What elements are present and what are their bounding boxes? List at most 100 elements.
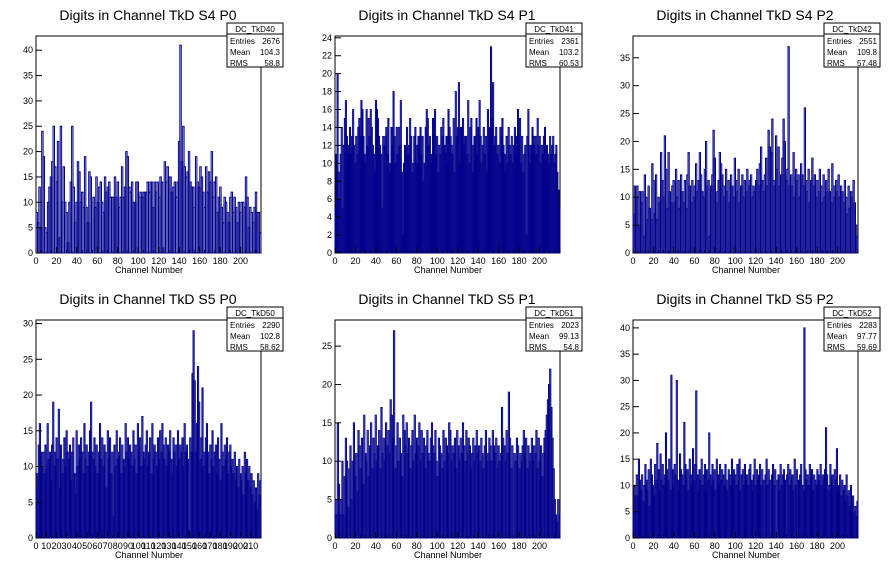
stats-box: DC_TkD41 Entries 2361 Mean 103.2 RMS 60.53 — [525, 22, 583, 68]
stats-box-frame — [226, 22, 284, 68]
x-tick-label: 60 — [689, 541, 699, 551]
x-axis-label: Channel Number — [414, 550, 482, 560]
x-tick-label: 0 — [630, 256, 635, 266]
histogram-bin — [201, 387, 204, 539]
histogram-panel-0: Digits in Channel TkD S4 P00 20 40 60 80 100 1… — [23, 7, 284, 275]
y-tick-label: 24 — [322, 33, 332, 43]
y-tick-label: 25 — [620, 402, 630, 412]
y-tick-label: 25 — [620, 109, 630, 119]
stats-label: Entries — [529, 321, 554, 330]
stats-box: DC_TkD50 Entries 2290 Mean 102.8 RMS 58.62 — [226, 306, 284, 352]
histogram-bin — [57, 408, 60, 539]
y-tick-label: 5 — [327, 495, 332, 505]
x-axis-label: Channel Number — [712, 550, 780, 560]
x-tick-label: 60 — [391, 541, 401, 551]
x-tick-label: 120 — [151, 541, 166, 551]
x-tick-label: 0 — [332, 256, 337, 266]
x-tick-label: 20 — [648, 256, 658, 266]
x-tick-label: 140 — [471, 541, 486, 551]
x-tick-label: 180 — [213, 256, 228, 266]
stats-label: RMS — [230, 343, 248, 352]
stats-label: Entries — [827, 321, 852, 330]
stats-box: DC_TkD40 Entries 2676 Mean 104.3 RMS 58.8 — [226, 22, 284, 68]
histogram-bin — [72, 186, 75, 254]
x-tick-label: 210 — [243, 541, 258, 551]
y-tick-label: 10 — [23, 462, 33, 472]
histogram-bars — [35, 330, 262, 539]
x-tick-label: 20 — [350, 541, 360, 551]
x-tick-label: 160 — [789, 541, 804, 551]
x-tick-label: 100 — [728, 256, 743, 266]
x-tick-label: 180 — [512, 541, 527, 551]
x-tick-label: 120 — [748, 256, 763, 266]
histogram-bars — [632, 327, 859, 539]
stats-value: 2290 — [262, 321, 280, 330]
x-tick-label: 170 — [202, 541, 217, 551]
y-tick-label: 35 — [620, 349, 630, 359]
stats-box-frame — [525, 22, 583, 68]
y-tick-label: 0 — [327, 248, 332, 258]
histogram-bin — [558, 207, 561, 254]
stats-value: 109.8 — [857, 48, 878, 57]
x-tick-label: 60 — [92, 541, 102, 551]
stats-name: DC_TkD51 — [534, 309, 574, 318]
stats-box-frame — [823, 306, 881, 352]
y-tick-label: 2 — [327, 230, 332, 240]
panel-title: Digits in Channel TkD S4 P1 — [358, 7, 535, 23]
stats-box-frame — [226, 306, 284, 352]
x-tick-label: 80 — [710, 256, 720, 266]
x-axis-label: Channel Number — [414, 265, 482, 275]
x-tick-label: 10 — [41, 541, 51, 551]
stats-value: 60.53 — [559, 59, 580, 68]
stats-label: Mean — [827, 48, 847, 57]
stats-label: Mean — [230, 48, 250, 57]
stats-box: DC_TkD42 Entries 2551 Mean 109.8 RMS 57.48 — [823, 22, 881, 68]
y-tick-label: 0 — [327, 533, 332, 543]
histogram-bin — [42, 156, 46, 254]
y-tick-label: 20 — [23, 147, 33, 157]
histogram-bin — [246, 196, 249, 254]
stats-value: 54.8 — [563, 343, 579, 352]
histogram-bars — [334, 46, 561, 254]
stats-value: 2676 — [262, 37, 280, 46]
stats-value: 59.69 — [857, 343, 878, 352]
histogram-panel-4: Digits in Channel TkD S5 P10 20 40 60 80 100 1… — [322, 291, 583, 560]
x-tick-label: 160 — [192, 541, 207, 551]
stats-label: RMS — [827, 59, 845, 68]
y-tick-label: 40 — [23, 45, 33, 55]
x-tick-label: 80 — [113, 541, 123, 551]
histogram-bin — [83, 156, 87, 254]
y-tick-label: 16 — [322, 105, 332, 115]
y-tick-label: 0 — [28, 248, 33, 258]
stats-name: DC_TkD40 — [235, 25, 275, 34]
x-tick-label: 20 — [350, 256, 360, 266]
y-tick-label: 14 — [322, 122, 332, 132]
y-tick-label: 20 — [620, 136, 630, 146]
histogram-bin — [670, 374, 673, 539]
stats-value: 2023 — [561, 321, 579, 330]
histogram-panel-5: Digits in Channel TkD S5 P20 20 40 60 80 100 1… — [620, 291, 881, 560]
histogram-bars — [334, 330, 561, 539]
y-tick-label: 5 — [28, 223, 33, 233]
histogram-bars — [632, 46, 859, 254]
x-tick-label: 60 — [689, 256, 699, 266]
histogram-bin — [56, 140, 60, 254]
y-tick-label: 20 — [322, 379, 332, 389]
x-tick-label: 0 — [33, 256, 38, 266]
panel-title: Digits in Channel TkD S5 P2 — [656, 291, 833, 307]
x-tick-label: 200 — [532, 541, 547, 551]
histogram-panel-2: Digits in Channel TkD S4 P20 20 40 60 80 100 1… — [620, 7, 881, 275]
histogram-bin — [774, 469, 777, 539]
stats-value: 58.8 — [264, 59, 280, 68]
x-tick-label: 140 — [172, 256, 187, 266]
x-tick-label: 200 — [233, 256, 248, 266]
histogram-bin — [511, 445, 514, 539]
stats-label: Entries — [827, 37, 852, 46]
y-tick-label: 0 — [28, 533, 33, 543]
x-tick-label: 70 — [103, 541, 113, 551]
histogram-bin — [707, 179, 710, 254]
histogram-bin — [783, 479, 787, 539]
histogram-bin — [259, 480, 262, 539]
y-tick-label: 4 — [327, 212, 332, 222]
